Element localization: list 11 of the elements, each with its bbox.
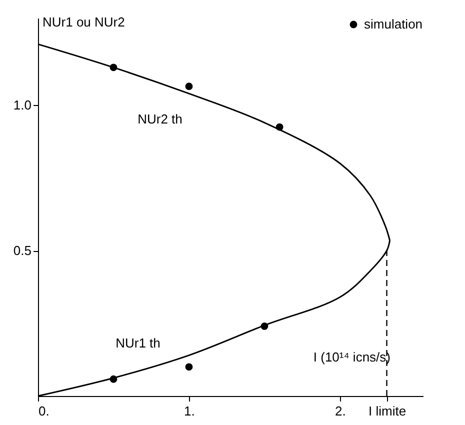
- series-label: NUr1 th: [116, 335, 160, 350]
- y-axis-title: NUr1 ou NUr2: [42, 14, 125, 30]
- x-tick-label: 1.: [184, 404, 195, 418]
- x-tick-label: I limite: [368, 404, 406, 418]
- y-tick-label: 0.5: [13, 243, 32, 258]
- legend-label: simulation: [364, 16, 423, 32]
- x-tick-label: 0.: [38, 404, 50, 418]
- x-tick-label: 2.: [335, 404, 346, 418]
- y-tick-label: 1.0: [13, 98, 32, 113]
- series-label: NUr2 th: [138, 112, 182, 127]
- x-axis-title: I (10¹⁴ icns/s): [313, 350, 390, 364]
